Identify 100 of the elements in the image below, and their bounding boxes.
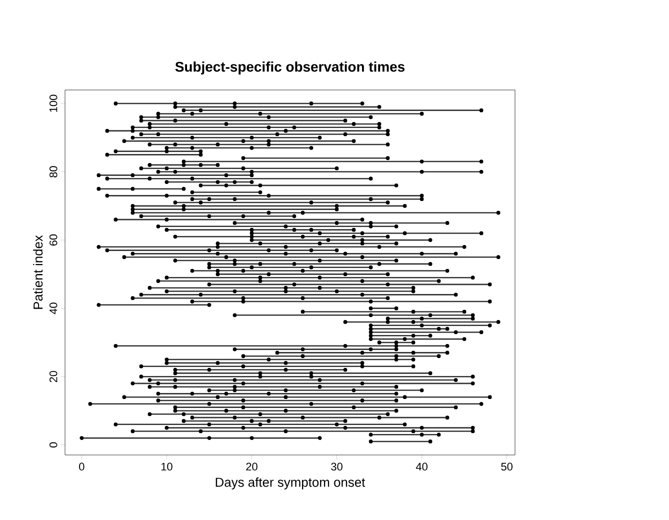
point: [386, 282, 390, 286]
point: [411, 429, 416, 434]
point: [250, 170, 254, 174]
point: [148, 286, 152, 290]
point: [368, 432, 373, 437]
point: [386, 156, 390, 160]
point: [241, 139, 246, 143]
point: [368, 323, 373, 328]
point: [368, 265, 373, 270]
point: [436, 279, 441, 283]
point: [224, 173, 228, 178]
point: [250, 265, 254, 270]
point: [318, 276, 322, 280]
point: [190, 300, 194, 304]
point: [377, 416, 382, 420]
point: [198, 183, 203, 188]
point: [232, 180, 237, 184]
point: [411, 289, 416, 294]
point: [164, 289, 169, 294]
point: [266, 142, 271, 146]
point: [445, 350, 450, 355]
point: [377, 244, 382, 249]
point: [284, 361, 288, 365]
point: [258, 279, 262, 283]
point: [139, 374, 144, 379]
point: [198, 108, 203, 112]
point: [318, 242, 322, 246]
point: [368, 337, 373, 341]
point: [454, 405, 458, 410]
point: [402, 204, 407, 208]
point: [368, 330, 373, 334]
point: [207, 436, 212, 440]
point: [114, 422, 118, 426]
point: [402, 422, 407, 426]
point: [114, 102, 118, 106]
point: [309, 228, 314, 232]
point: [216, 244, 220, 249]
point: [420, 323, 424, 328]
point: [164, 276, 169, 280]
point: [250, 136, 254, 140]
point: [352, 139, 356, 143]
point: [207, 368, 212, 372]
point: [216, 180, 220, 184]
point: [216, 142, 220, 146]
point: [224, 183, 228, 188]
point: [360, 238, 364, 242]
point: [258, 422, 262, 426]
point: [360, 231, 364, 236]
point: [300, 296, 305, 300]
point: [148, 125, 152, 130]
y-tick-label: 60: [49, 234, 58, 246]
point: [300, 310, 305, 314]
point: [368, 224, 373, 228]
point: [394, 344, 398, 348]
point: [343, 252, 348, 256]
point: [156, 279, 160, 283]
point: [232, 104, 237, 109]
point: [402, 395, 407, 400]
point: [309, 371, 314, 376]
point: [148, 378, 152, 382]
point: [368, 347, 373, 352]
point: [130, 125, 135, 130]
point: [207, 388, 212, 392]
point: [360, 279, 364, 283]
point: [130, 296, 135, 300]
point: [241, 300, 246, 304]
point: [207, 248, 212, 252]
point: [377, 262, 382, 266]
point: [368, 306, 373, 310]
point: [368, 197, 373, 202]
point: [318, 286, 322, 290]
point: [258, 190, 262, 194]
point: [148, 176, 152, 181]
point: [198, 429, 203, 434]
point: [411, 364, 416, 368]
point: [241, 405, 246, 410]
point: [173, 234, 178, 239]
point: [216, 395, 220, 400]
point: [445, 416, 450, 420]
point: [130, 252, 135, 256]
point: [368, 334, 373, 338]
point: [156, 112, 160, 116]
x-tick-label: 20: [246, 462, 258, 471]
point: [164, 361, 169, 365]
point: [241, 381, 246, 386]
point: [284, 224, 288, 228]
point: [300, 347, 305, 352]
point: [258, 374, 262, 379]
point: [309, 102, 314, 106]
point: [352, 228, 356, 232]
point: [377, 125, 382, 130]
point: [386, 296, 390, 300]
point: [130, 429, 135, 434]
point: [266, 392, 271, 396]
point: [139, 132, 144, 136]
point: [266, 115, 271, 120]
point: [182, 108, 186, 112]
point: [148, 412, 152, 416]
point: [266, 139, 271, 143]
point: [241, 268, 246, 273]
